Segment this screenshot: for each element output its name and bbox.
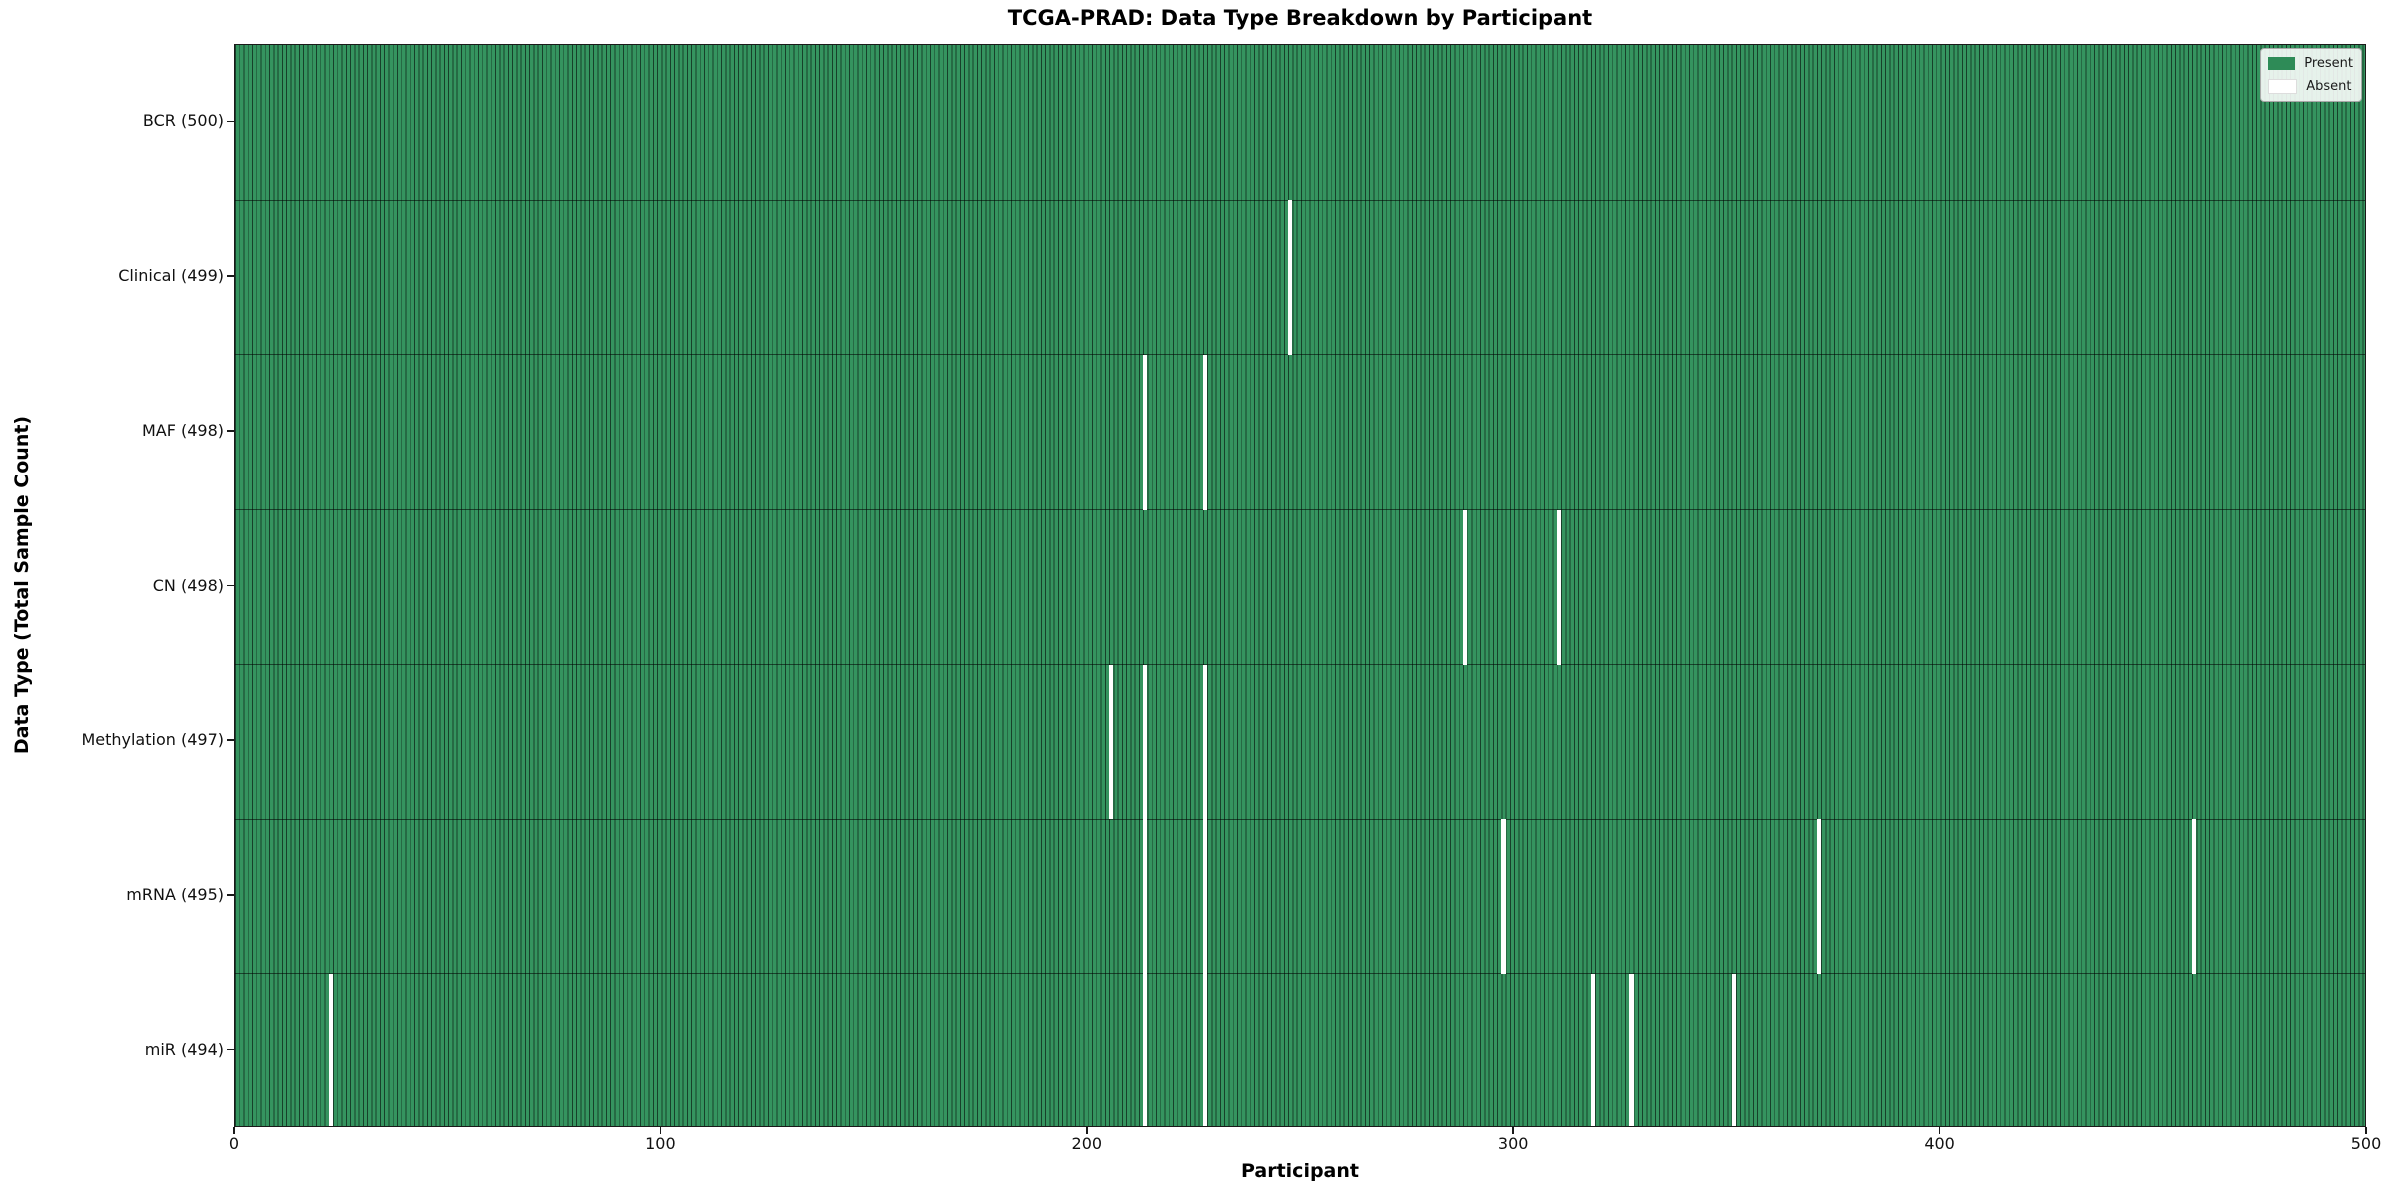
legend-item-absent: Absent bbox=[2268, 76, 2353, 97]
y-tick-mark bbox=[227, 894, 234, 896]
y-tick-label-BCR: BCR (500) bbox=[142, 111, 224, 131]
y-tick-label-mRNA: mRNA (495) bbox=[126, 884, 224, 904]
x-tick-label-500: 500 bbox=[2350, 1134, 2382, 1153]
absent-gap-Clinical-247 bbox=[1288, 200, 1293, 356]
absent-gap-Methylation-213 bbox=[1143, 664, 1148, 820]
y-tick-label-Clinical: Clinical (499) bbox=[118, 266, 224, 286]
x-tick-label-300: 300 bbox=[1497, 1134, 1529, 1153]
row-boundary bbox=[235, 509, 2365, 511]
absent-gap-miR-22 bbox=[328, 974, 334, 1126]
absent-gap-miR-318 bbox=[1590, 974, 1596, 1126]
absent-gap-mRNA-213 bbox=[1143, 819, 1148, 975]
row-boundary bbox=[235, 818, 2365, 820]
absent-gap-MAF-227 bbox=[1202, 355, 1208, 510]
absent-gap-CN-310 bbox=[1556, 509, 1562, 665]
y-tick-label-MAF: MAF (498) bbox=[141, 420, 224, 440]
y-tick-mark bbox=[227, 739, 234, 741]
y-tick-label-Methylation: Methylation (497) bbox=[81, 730, 224, 750]
y-tick-mark bbox=[227, 1048, 234, 1051]
absent-gap-miR-327 bbox=[1629, 974, 1634, 1126]
y-tick-mark bbox=[227, 584, 234, 587]
legend: Present Absent bbox=[2260, 48, 2362, 102]
y-tick-mark bbox=[227, 120, 234, 123]
absent-gap-Methylation-205 bbox=[1109, 664, 1114, 820]
x-tick-label-0: 0 bbox=[228, 1134, 240, 1153]
x-tick-mark bbox=[1086, 1127, 1088, 1134]
x-tick-label-200: 200 bbox=[1071, 1134, 1103, 1153]
absent-gap-miR-227 bbox=[1202, 974, 1208, 1126]
x-tick-mark bbox=[233, 1127, 235, 1134]
absent-gap-mRNA-459 bbox=[2192, 819, 2197, 975]
y-tick-label-miR: miR (494) bbox=[144, 1039, 224, 1059]
y-tick-mark bbox=[227, 275, 234, 277]
absent-gap-MAF-213 bbox=[1143, 355, 1148, 510]
absent-gap-miR-351 bbox=[1731, 974, 1736, 1126]
absent-swatch bbox=[2268, 79, 2298, 94]
absent-gap-CN-288 bbox=[1463, 509, 1468, 665]
present-swatch bbox=[2268, 57, 2296, 70]
row-boundary bbox=[235, 973, 2365, 975]
absent-gap-mRNA-297 bbox=[1501, 819, 1506, 975]
legend-item-present: Present bbox=[2268, 53, 2353, 74]
absent-gap-miR-213 bbox=[1143, 974, 1148, 1126]
x-tick-label-400: 400 bbox=[1924, 1134, 1955, 1153]
x-tick-mark bbox=[1938, 1127, 1941, 1134]
y-tick-mark bbox=[227, 430, 234, 432]
row-boundary bbox=[235, 354, 2365, 356]
row-boundary bbox=[235, 663, 2365, 665]
absent-gap-mRNA-227 bbox=[1202, 819, 1208, 975]
x-tick-label-100: 100 bbox=[645, 1134, 676, 1153]
absent-gap-Methylation-227 bbox=[1202, 664, 1208, 820]
heatmap-plot-area: Present Absent bbox=[234, 44, 2366, 1127]
y-tick-label-CN: CN (498) bbox=[152, 575, 224, 595]
x-tick-mark bbox=[2365, 1127, 2367, 1134]
x-tick-mark bbox=[659, 1127, 662, 1134]
x-axis-label: Participant bbox=[1240, 1160, 1359, 1182]
legend-label-present: Present bbox=[2304, 56, 2353, 71]
x-tick-mark bbox=[1512, 1127, 1514, 1134]
y-axis-label: Data Type (Total Sample Count) bbox=[11, 415, 33, 755]
absent-gap-mRNA-371 bbox=[1816, 819, 1822, 975]
legend-label-absent: Absent bbox=[2306, 79, 2352, 94]
row-boundary bbox=[235, 199, 2365, 201]
chart-title: TCGA-PRAD: Data Type Breakdown by Partic… bbox=[1007, 6, 1593, 30]
